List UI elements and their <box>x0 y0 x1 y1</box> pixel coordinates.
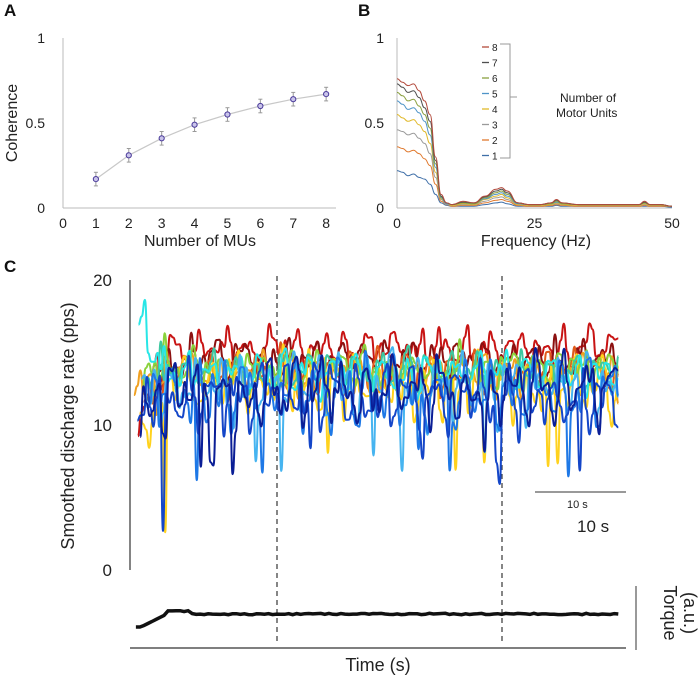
panel-a-x-label: Number of MUs <box>144 233 256 250</box>
panel-a-x-tick: 8 <box>322 215 330 231</box>
panel-a-data-point <box>92 176 99 183</box>
panel-b-legend-bracket <box>500 43 517 159</box>
panel-b-legend-label: 6 <box>492 74 498 85</box>
panel-a-data-point <box>224 111 231 118</box>
panel-c-scalebar-label: 10 s <box>567 499 588 511</box>
panel-a-x-tick: 5 <box>224 215 232 231</box>
panel-c-y-tick: 10 <box>93 416 112 435</box>
panel-c-motor-unit-MU9 <box>141 346 620 472</box>
panel-b-legend-label: 8 <box>492 43 498 54</box>
panel-b-legend-label: 5 <box>492 90 498 101</box>
panel-b-coherence-spectrum: 0 25 50 0 0.5 1 8 7 6 5 4 3 2 1 Number of Motor Unit… <box>365 30 680 250</box>
panel-b-x-tick: 0 <box>393 215 401 231</box>
panel-c-scalebar-label-large: 10 s <box>577 517 609 536</box>
panel-b-x-label: Frequency (Hz) <box>481 233 591 250</box>
panel-c-x-label: Time (s) <box>345 655 410 675</box>
panel-b-legend-title-line1: Number of <box>560 91 617 105</box>
panel-a-coherence-chart: 0 1 2 3 4 5 6 7 8 0 0.5 1 Number of MUs Coherence <box>4 30 336 250</box>
panel-b-legend-label: 3 <box>492 121 498 132</box>
panel-a-data-point <box>290 96 297 103</box>
panel-a-data-point <box>125 152 132 159</box>
panel-c-motor-unit-MU7 <box>147 340 620 400</box>
panel-b-x-tick: 25 <box>527 215 543 231</box>
panel-a-x-tick: 1 <box>92 215 100 231</box>
panel-b-series-2 <box>396 146 672 207</box>
panel-a-data-point <box>257 102 264 110</box>
panel-a-y-tick: 0.5 <box>26 115 46 131</box>
panel-b-legend-label: 4 <box>492 105 498 116</box>
panel-a-data-point <box>323 91 330 98</box>
panel-a-x-tick: 6 <box>256 215 264 231</box>
panel-a-data-point <box>191 121 198 128</box>
panel-b-legend: 8 7 6 5 4 3 2 1 <box>482 43 498 163</box>
panel-c-torque-unit: (a.u.) <box>680 592 699 634</box>
panel-b-series-8 <box>396 78 673 207</box>
panel-a-fit-curve <box>95 93 327 180</box>
panel-label-a: A <box>4 1 16 20</box>
panel-c-y-tick: 0 <box>103 561 112 580</box>
panel-b-y-tick: 1 <box>376 30 384 46</box>
panel-a-y-tick: 1 <box>37 30 45 46</box>
panel-a-y-tick: 0 <box>37 200 45 216</box>
panel-b-x-tick: 50 <box>664 215 680 231</box>
panel-c-torque-label: Torque <box>660 585 680 640</box>
panel-c-motor-unit-MU11 <box>136 354 619 532</box>
panel-c-discharge-rate-chart: 0 10 20 10 s 10 s Torque (a.u.) Time (s) S… <box>58 271 699 675</box>
panel-a-x-tick: 7 <box>289 215 297 231</box>
panel-a-x-tick: 4 <box>191 215 199 231</box>
panel-b-legend-title-line2: Motor Units <box>556 106 617 120</box>
panel-a-data-point <box>158 135 165 142</box>
panel-b-legend-label: 7 <box>492 59 498 70</box>
panel-a-y-label: Coherence <box>4 84 21 162</box>
panel-a-x-tick: 0 <box>59 215 67 231</box>
panel-b-y-tick: 0.5 <box>365 115 385 131</box>
panel-c-motor-unit-MU12 <box>139 347 619 476</box>
panel-b-series-4 <box>396 114 673 207</box>
panel-a-x-tick: 2 <box>125 215 133 231</box>
panel-label-c: C <box>4 257 16 276</box>
panel-c-y-tick: 20 <box>93 271 112 290</box>
panel-c-y-label: Smoothed discharge rate (pps) <box>58 302 78 549</box>
panel-c-motor-unit-MU10 <box>149 349 620 482</box>
panel-label-b: B <box>358 1 370 20</box>
panel-c-torque-trace <box>135 608 619 629</box>
panel-b-legend-label: 1 <box>492 152 498 163</box>
panel-b-legend-label: 2 <box>492 136 498 147</box>
panel-b-y-tick: 0 <box>376 200 384 216</box>
panel-a-x-tick: 3 <box>158 215 166 231</box>
